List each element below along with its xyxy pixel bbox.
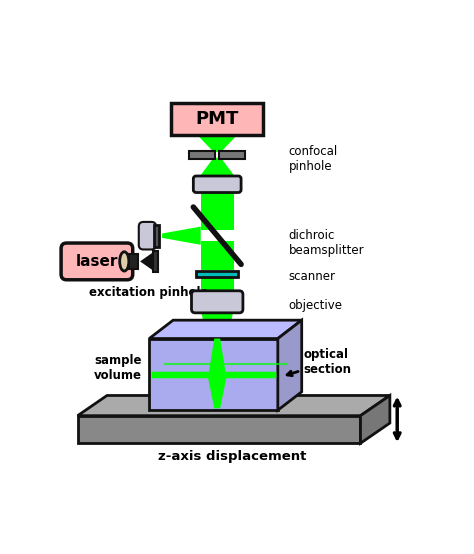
FancyBboxPatch shape bbox=[78, 416, 360, 443]
FancyBboxPatch shape bbox=[193, 176, 241, 193]
Bar bbox=[196, 271, 238, 277]
Text: laser: laser bbox=[76, 254, 118, 269]
Polygon shape bbox=[201, 241, 234, 270]
Bar bbox=[189, 151, 215, 158]
Text: objective: objective bbox=[289, 299, 343, 312]
FancyBboxPatch shape bbox=[191, 291, 243, 313]
Polygon shape bbox=[162, 227, 201, 245]
FancyBboxPatch shape bbox=[139, 222, 156, 249]
Polygon shape bbox=[197, 135, 237, 152]
Bar bbox=[154, 225, 159, 247]
Text: sample
volume: sample volume bbox=[94, 354, 142, 382]
Text: optical
section: optical section bbox=[287, 348, 352, 376]
Polygon shape bbox=[208, 378, 227, 408]
Bar bbox=[153, 251, 158, 271]
Text: scanner: scanner bbox=[289, 270, 336, 283]
Polygon shape bbox=[201, 310, 234, 368]
Polygon shape bbox=[78, 396, 390, 416]
Polygon shape bbox=[278, 320, 301, 410]
FancyBboxPatch shape bbox=[61, 243, 133, 280]
Polygon shape bbox=[140, 253, 153, 270]
Ellipse shape bbox=[119, 252, 129, 271]
Polygon shape bbox=[199, 158, 236, 178]
Text: confocal
pinhole: confocal pinhole bbox=[289, 145, 338, 172]
Text: PMT: PMT bbox=[195, 110, 239, 128]
Text: z-axis displacement: z-axis displacement bbox=[158, 450, 306, 463]
FancyBboxPatch shape bbox=[171, 104, 263, 135]
Polygon shape bbox=[360, 396, 390, 443]
Bar bbox=[129, 254, 138, 269]
Polygon shape bbox=[201, 191, 234, 230]
Bar bbox=[149, 338, 278, 410]
Bar bbox=[219, 151, 245, 158]
Polygon shape bbox=[201, 277, 234, 294]
Polygon shape bbox=[208, 338, 227, 378]
Text: excitation pinhole: excitation pinhole bbox=[89, 286, 208, 299]
Text: dichroic
beamsplitter: dichroic beamsplitter bbox=[289, 229, 365, 257]
Polygon shape bbox=[149, 320, 301, 338]
